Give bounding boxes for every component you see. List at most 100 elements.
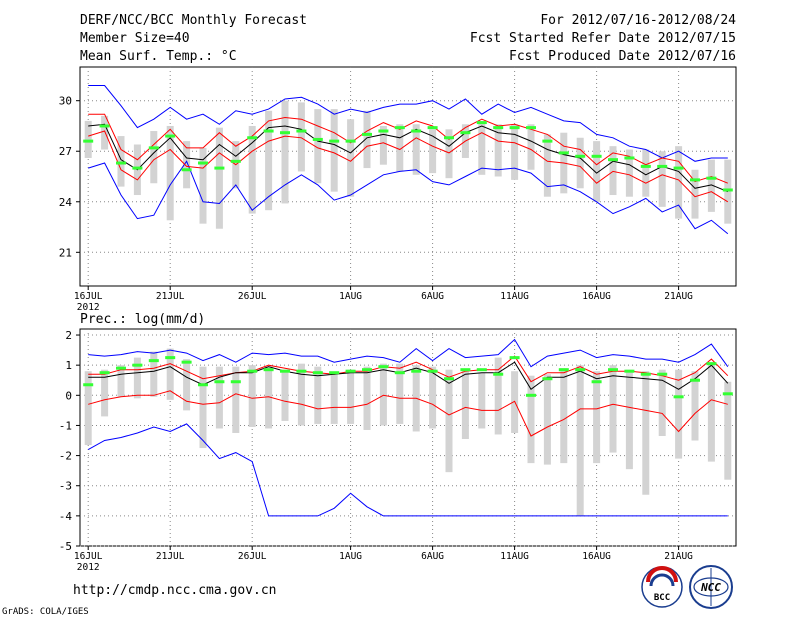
prec-observed-marker: [312, 371, 323, 375]
temp-observed-marker: [263, 129, 274, 133]
prec-spread-box: [84, 371, 92, 446]
prec-observed-marker: [83, 383, 94, 387]
temp-observed-marker: [362, 132, 372, 136]
temp-mean-line: [88, 123, 728, 193]
temp-spread-box: [265, 110, 273, 211]
prec-x-tick-label: 1AUG: [339, 551, 362, 562]
prec-y-tick-label: 2: [65, 329, 72, 342]
prec-spread-box: [150, 351, 158, 397]
temp-observed-marker: [608, 158, 618, 162]
temp-x-tick-label: 21JUL: [156, 291, 185, 302]
temp-max-line: [88, 85, 728, 162]
temp-observed-marker: [624, 156, 635, 160]
prec-spread-box: [543, 374, 551, 465]
temp-spread-box: [609, 146, 617, 196]
forecast-period: For 2012/07/16-2012/08/24: [540, 13, 736, 28]
temp-spread-box: [543, 134, 551, 197]
temp-observed-marker: [345, 139, 356, 143]
prec-spread-box: [117, 365, 125, 397]
temp-x-tick-label: 16AUG: [582, 291, 611, 302]
prec-observed-marker: [591, 380, 602, 384]
temp-y-tick-label: 27: [59, 145, 72, 158]
prec-observed-marker: [165, 356, 176, 360]
prec-spread-box: [265, 366, 273, 429]
temp-x-year-label: 2012: [77, 302, 100, 313]
prec-observed-marker: [444, 377, 454, 381]
prec-observed-marker: [394, 371, 405, 375]
temp-spread-box: [412, 124, 420, 175]
temp-spread-box: [347, 119, 355, 197]
prec-spread-box: [347, 369, 355, 424]
prec-observed-marker: [690, 378, 700, 382]
temp-observed-marker: [526, 126, 536, 130]
temp-spread-box: [330, 109, 338, 192]
temp-spread-box: [494, 124, 502, 177]
prec-spread-box: [248, 365, 256, 427]
prec-x-tick-label: 26JUL: [238, 551, 267, 562]
prec-min-line: [87, 423, 728, 517]
temp-observed-marker: [558, 151, 569, 155]
prec-spread-box: [101, 369, 109, 417]
forecast-produced-date: Fcst Produced Date 2012/07/16: [509, 49, 736, 64]
prec-spread-box: [494, 357, 502, 435]
temp-spread-box: [625, 149, 633, 197]
prec-spread-box: [691, 371, 699, 441]
prec-spread-box: [330, 372, 338, 424]
prec-observed-marker: [509, 356, 520, 360]
temp-y-tick-label: 24: [59, 196, 73, 209]
temp-min-line: [88, 160, 729, 235]
temp-observed-marker: [640, 164, 651, 168]
prec-y-tick-label: -1: [59, 419, 72, 432]
prec-observed-marker: [624, 369, 635, 373]
temp-spread-box: [527, 124, 535, 170]
prec-observed-marker: [214, 380, 225, 384]
prec-spread-box: [478, 372, 486, 429]
temp-x-tick-label: 26JUL: [238, 291, 267, 302]
prec-spread-box: [297, 363, 305, 426]
prec-plot-frame: [79, 328, 737, 547]
temp-spread-box: [658, 151, 666, 207]
prec-spread-box: [642, 371, 650, 495]
prec-spread-box: [232, 366, 240, 433]
prec-spread-box: [724, 381, 732, 480]
prec-observed-marker: [263, 368, 274, 372]
temp-spread-box: [281, 100, 289, 204]
prec-x-tick-label: 6AUG: [421, 551, 444, 562]
temp-spread-box: [150, 131, 158, 184]
prec-spread-box: [215, 366, 223, 429]
prec-spread-box: [363, 366, 371, 430]
prec-y-tick-label: -3: [59, 480, 72, 493]
prec-observed-marker: [640, 372, 651, 376]
temp-spread-box: [117, 136, 125, 187]
source-url[interactable]: http://cmdp.ncc.cma.gov.cn: [73, 583, 277, 598]
temp-observed-marker: [99, 124, 110, 128]
bcc-logo: BCC: [641, 566, 683, 608]
prec-observed-marker: [230, 380, 241, 384]
temp-p75-line: [88, 113, 728, 184]
prec-observed-marker: [558, 368, 569, 372]
temp-spread-box: [707, 159, 715, 212]
temp-observed-marker: [165, 134, 176, 138]
temp-observed-marker: [657, 164, 668, 168]
temp-observed-marker: [148, 146, 159, 150]
prec-spread-box: [166, 348, 174, 400]
temp-observed-marker: [312, 137, 323, 141]
prec-spread-box: [314, 366, 322, 424]
ncc-logo-text: NCC: [700, 581, 721, 594]
prec-spread-box: [281, 369, 289, 421]
temp-spread-box: [429, 129, 437, 174]
prec-spread-box: [445, 369, 453, 473]
prec-observed-marker: [575, 368, 586, 372]
temp-observed-marker: [722, 188, 733, 192]
prec-y-tick-label: 1: [65, 359, 72, 372]
prec-spread-box: [183, 359, 191, 411]
temp-observed-marker: [690, 178, 700, 182]
prec-x-tick-label: 21AUG: [664, 551, 693, 562]
prec-spread-box: [379, 363, 387, 426]
prec-spread-box: [593, 371, 601, 464]
temp-observed-marker: [476, 121, 487, 125]
temp-observed-marker: [444, 136, 454, 140]
temp-observed-marker: [575, 154, 586, 158]
temp-plot-frame: [79, 66, 737, 287]
temp-observed-marker: [132, 166, 143, 170]
